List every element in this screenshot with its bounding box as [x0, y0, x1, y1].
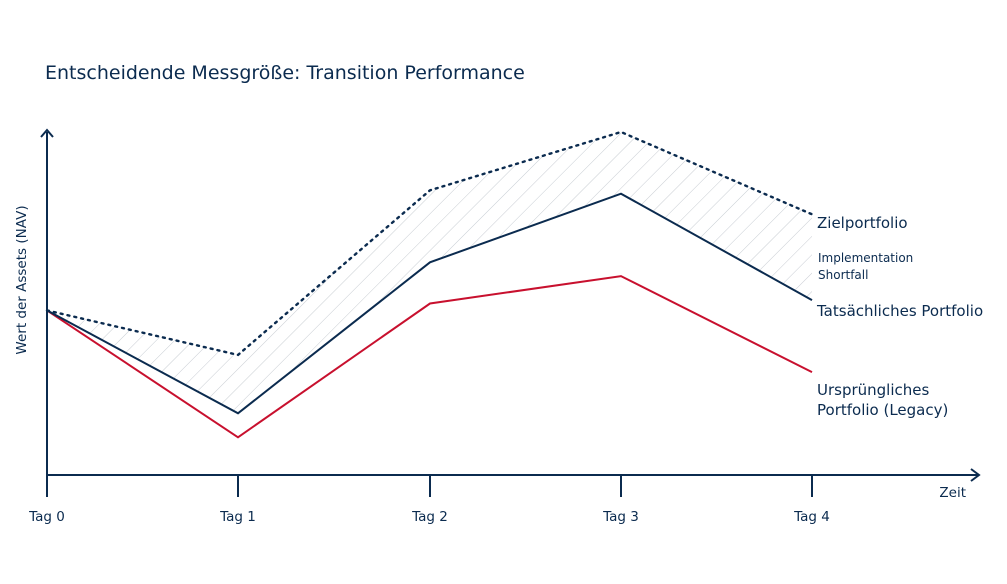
label-legacy-line2: Portfolio (Legacy): [817, 401, 948, 419]
label-legacy-line1: Ursprüngliches: [817, 381, 930, 399]
x-tick-label-4: Tag 4: [793, 509, 830, 525]
x-tick-label-2: Tag 2: [411, 509, 448, 525]
label-tatsaechliches-portfolio: Tatsächliches Portfolio: [816, 302, 983, 320]
x-tick-label-1: Tag 1: [219, 509, 256, 525]
x-tick-label-0: Tag 0: [28, 509, 65, 525]
chart-title: Entscheidende Messgröße: Transition Perf…: [45, 62, 525, 84]
x-axis-label: Zeit: [939, 485, 966, 501]
label-zielportfolio: Zielportfolio: [817, 214, 908, 232]
x-tick-label-3: Tag 3: [602, 509, 639, 525]
y-axis-arrow-icon: [40, 128, 54, 138]
label-implementation-shortfall-line2: Shortfall: [818, 268, 868, 282]
x-axis-arrow-icon: [970, 468, 981, 482]
label-implementation-shortfall-line1: Implementation: [818, 251, 913, 265]
